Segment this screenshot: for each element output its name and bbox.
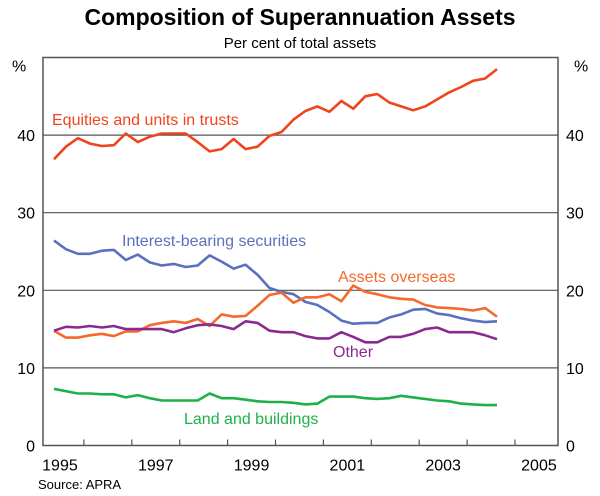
x-tick-label: 2003: [425, 458, 461, 475]
y-tick-label-right: 10: [566, 361, 584, 378]
x-tick-label: 1999: [234, 458, 270, 475]
series-other-line: [53, 319, 498, 344]
y-tick-label-left: 20: [17, 283, 35, 300]
chart-subtitle: Per cent of total assets: [223, 35, 377, 52]
chart-title: Composition of Superannuation Assets: [84, 4, 516, 30]
series-other-label: Other: [333, 344, 374, 361]
y-axis-unit-left: %: [12, 59, 26, 76]
series-interest-bearing-label: Interest-bearing securities: [122, 233, 306, 250]
y-tick-label-left: 10: [17, 361, 35, 378]
y-tick-label-left: 0: [26, 439, 35, 456]
plot-frame: [42, 56, 559, 447]
y-tick-label-right: 20: [566, 283, 584, 300]
source-note: Source: APRA: [38, 477, 122, 492]
series-land-buildings-label: Land and buildings: [184, 411, 318, 428]
y-tick-label-right: 30: [566, 206, 584, 223]
x-tick-label: 1995: [42, 458, 78, 475]
y-tick-label-left: 30: [17, 206, 35, 223]
series-equities-label: Equities and units in trusts: [52, 112, 239, 129]
series-equities-line: [53, 68, 498, 161]
series-land-buildings-line: [53, 387, 497, 407]
y-axis-unit-right: %: [574, 59, 588, 76]
y-tick-label-right: 0: [566, 439, 575, 456]
x-tick-label: 2005: [521, 458, 557, 475]
series-interest-bearing-line: [53, 239, 498, 326]
y-tick-label-right: 40: [566, 128, 584, 145]
series-assets-overseas-line: [53, 284, 498, 339]
x-tick-label: 1997: [138, 458, 174, 475]
x-tick-label: 2001: [330, 458, 366, 475]
series-assets-overseas-label: Assets overseas: [338, 269, 455, 286]
y-tick-label-left: 40: [17, 128, 35, 145]
